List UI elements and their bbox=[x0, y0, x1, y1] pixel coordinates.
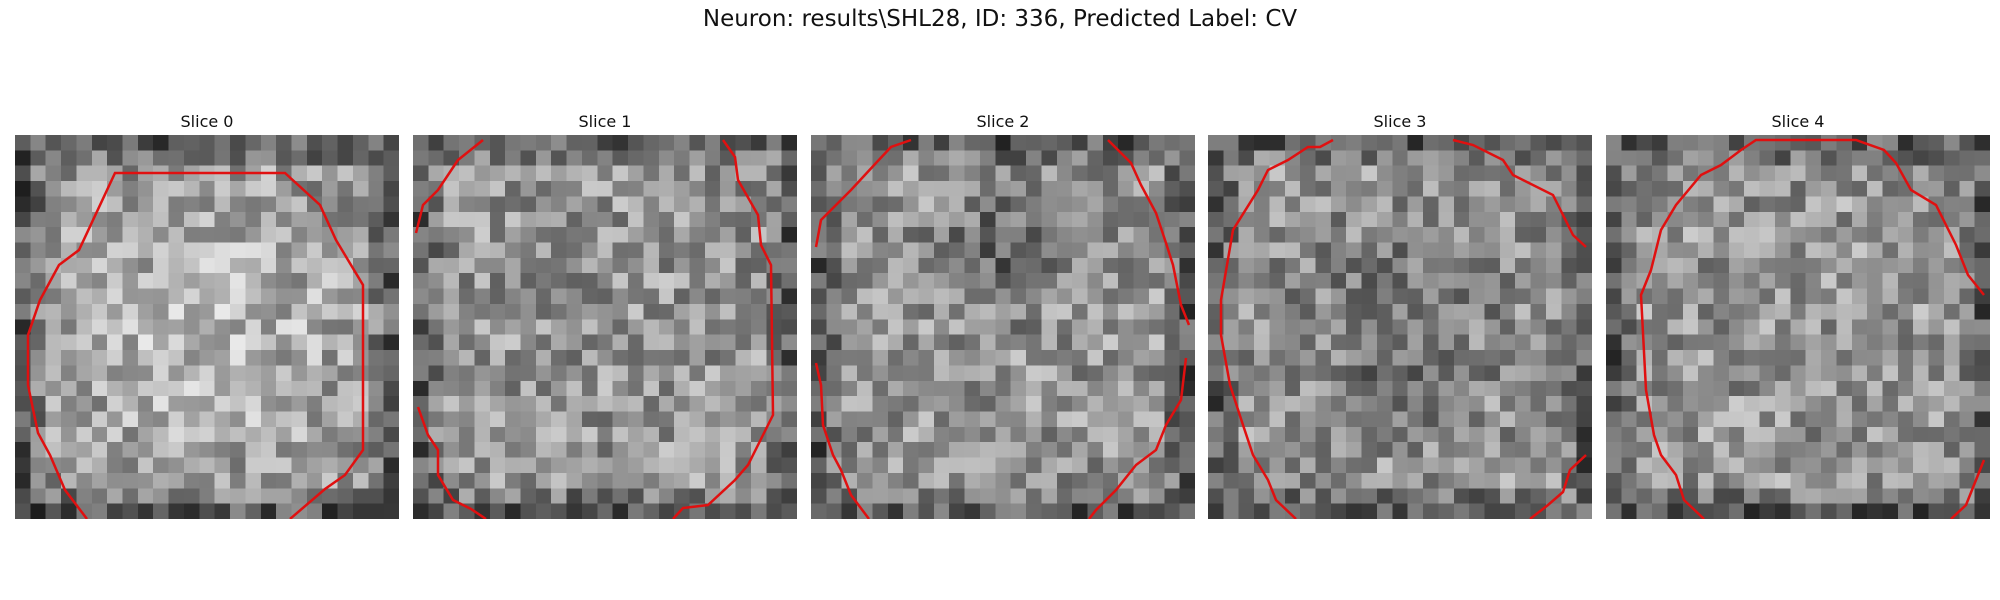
roi-contour bbox=[1641, 140, 1984, 519]
contour-overlay bbox=[1208, 135, 1592, 519]
slice-title: Slice 2 bbox=[811, 112, 1195, 132]
roi-contour bbox=[416, 140, 483, 233]
roi-contour bbox=[1221, 140, 1333, 519]
roi-contour bbox=[1530, 455, 1586, 519]
slice-panel-3: Slice 3 bbox=[1208, 112, 1592, 132]
slice-panel-1: Slice 1 bbox=[413, 112, 797, 132]
slice-title: Slice 0 bbox=[15, 112, 399, 132]
slice-panel-2: Slice 2 bbox=[811, 112, 1195, 132]
slice-title: Slice 3 bbox=[1208, 112, 1592, 132]
roi-contour bbox=[673, 140, 773, 519]
roi-contour bbox=[418, 407, 486, 519]
roi-contour bbox=[816, 140, 911, 247]
slice-panel-0: Slice 0 bbox=[15, 112, 399, 132]
contour-overlay bbox=[15, 135, 399, 519]
roi-contour bbox=[28, 173, 363, 519]
contour-overlay bbox=[413, 135, 797, 519]
slice-panel-4: Slice 4 bbox=[1606, 112, 1990, 132]
roi-contour bbox=[1089, 358, 1186, 519]
contour-overlay bbox=[1606, 135, 1990, 519]
roi-contour bbox=[1453, 140, 1586, 247]
slice-title: Slice 1 bbox=[413, 112, 797, 132]
roi-contour bbox=[816, 363, 869, 519]
roi-contour bbox=[1108, 140, 1189, 325]
figure-title: Neuron: results\SHL28, ID: 336, Predicte… bbox=[0, 6, 2000, 32]
slice-title: Slice 4 bbox=[1606, 112, 1990, 132]
roi-contour bbox=[1951, 460, 1984, 519]
contour-overlay bbox=[811, 135, 1195, 519]
